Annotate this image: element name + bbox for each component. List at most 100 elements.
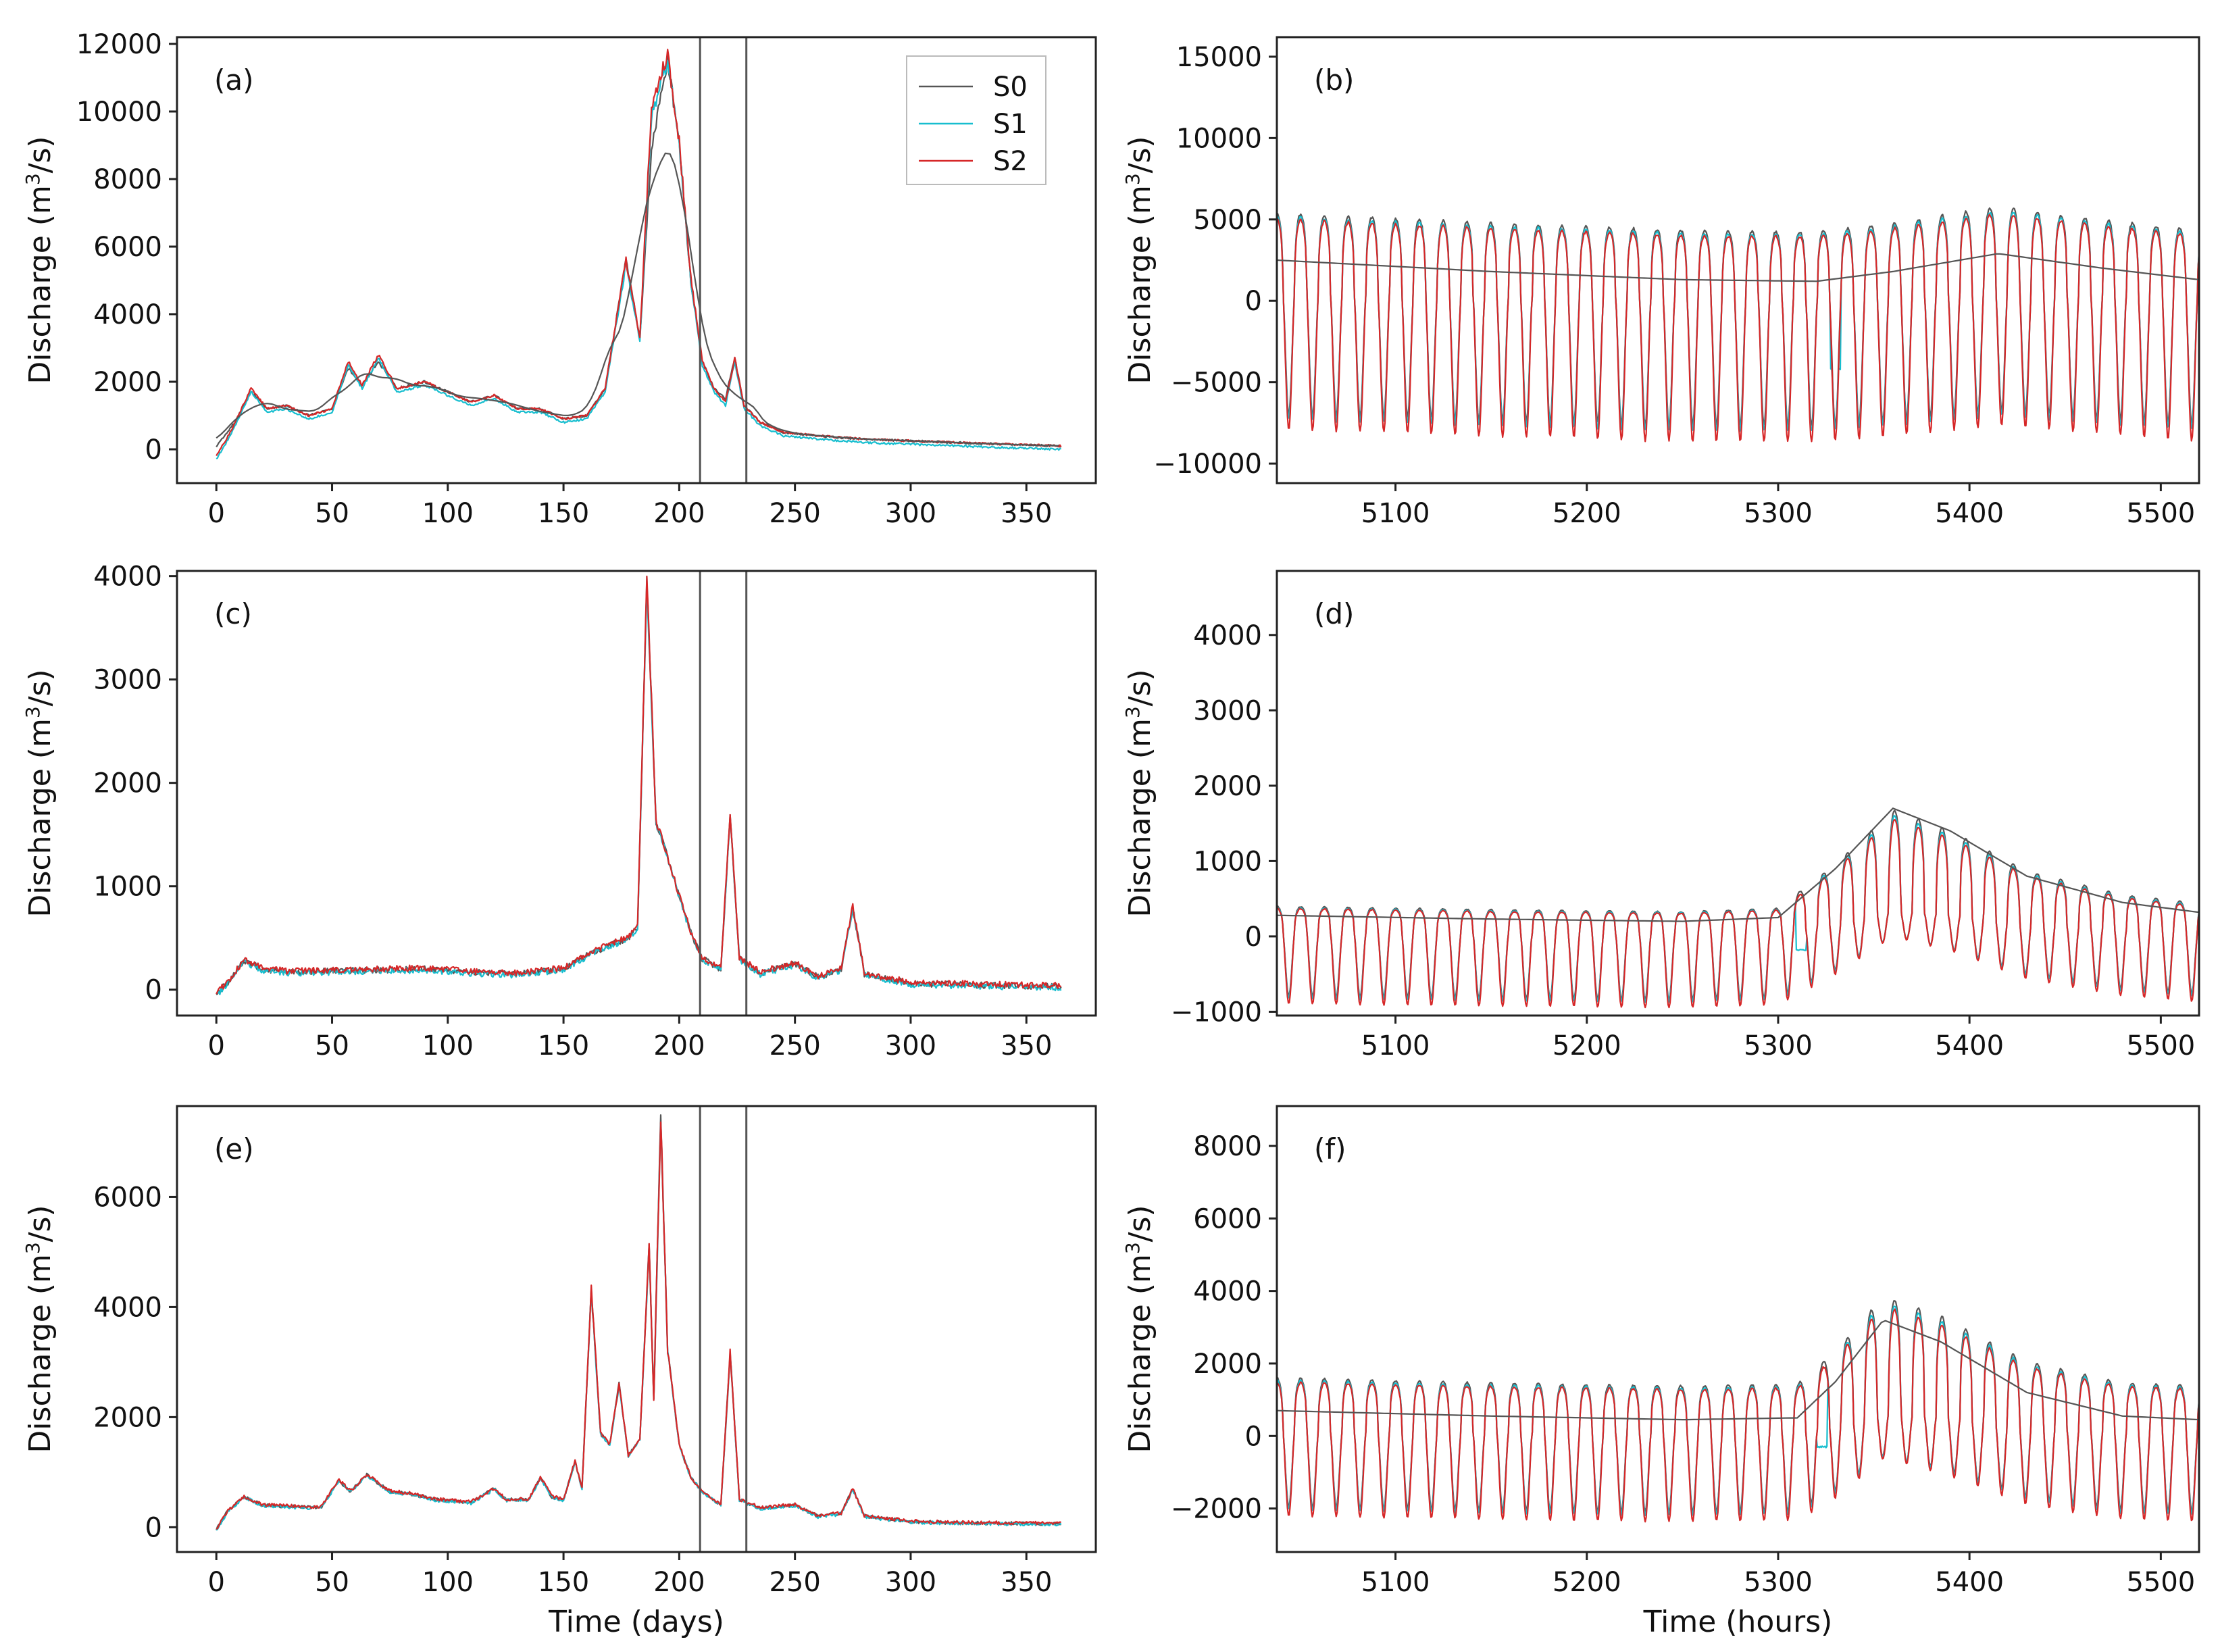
y-tick-label: −5000 xyxy=(1171,368,1262,399)
x-tick-label: 100 xyxy=(422,498,474,529)
y-axis-label: Discharge (m3/s) xyxy=(1121,1205,1157,1453)
y-tick-label: 2000 xyxy=(93,1402,162,1433)
series-group xyxy=(216,1114,1062,1531)
panel-b: 5100 5200 5300 5400 5500 −10000 −5000 0 5000 1000… xyxy=(1121,36,2200,529)
x-tick-label: 5500 xyxy=(2126,1030,2195,1061)
y-tick-label: 5000 xyxy=(1193,205,1262,236)
x-tick-label: 250 xyxy=(769,1030,820,1061)
x-tick-label: 350 xyxy=(1001,1567,1052,1598)
series-S2-line xyxy=(216,1121,1061,1530)
series-S2-line xyxy=(216,575,1062,995)
x-tick-label: 50 xyxy=(315,1030,349,1061)
series-S1-line xyxy=(216,1123,1062,1531)
series-S2-line xyxy=(1277,1308,2199,1523)
x-tick-label: 5200 xyxy=(1553,498,1621,529)
legend-box xyxy=(906,55,1046,185)
y-tick-label: 0 xyxy=(145,1512,162,1543)
x-tick-label: 5500 xyxy=(2126,498,2195,529)
x-tick-label: 200 xyxy=(653,1567,705,1598)
series-S1-line xyxy=(216,59,1061,459)
plot-frame xyxy=(176,1105,1097,1553)
series-S2-line xyxy=(1277,214,2199,443)
plot-frame xyxy=(176,570,1097,1017)
x-tick-label: 0 xyxy=(208,1030,225,1061)
x-tick-label: 350 xyxy=(1001,1030,1052,1061)
series-group xyxy=(216,49,1062,459)
mean-flow-line xyxy=(1277,1320,2199,1421)
legend-label-S0: S0 xyxy=(993,72,1028,103)
y-axis-label: Discharge (m3/s) xyxy=(22,669,57,917)
y-tick-label: 1000 xyxy=(93,872,162,903)
x-tick-label: 150 xyxy=(538,1567,589,1598)
x-tick-label: 100 xyxy=(422,1030,474,1061)
x-tick-label: 5300 xyxy=(1744,1030,1813,1061)
x-tick-label: 250 xyxy=(769,498,820,529)
y-tick-label: 6000 xyxy=(93,1182,162,1213)
x-tick-label: 300 xyxy=(885,1030,936,1061)
x-tick-label: 5200 xyxy=(1553,1030,1621,1061)
panel-label: (f) xyxy=(1314,1132,1346,1166)
y-tick-label: −2000 xyxy=(1171,1494,1262,1525)
y-tick-label: 2000 xyxy=(93,367,162,398)
x-tick-label: 50 xyxy=(315,498,349,529)
mean-flow-line xyxy=(1277,807,2199,922)
x-tick-label: 5200 xyxy=(1553,1567,1621,1598)
y-axis-label: Discharge (m3/s) xyxy=(1121,136,1157,384)
y-tick-label: 0 xyxy=(1245,922,1262,953)
panel-c: 0 50 100 150 200 250 300 350 0 1000 2000 3000 4000 Di… xyxy=(22,561,1097,1061)
x-tick-label: 5400 xyxy=(1935,1567,2004,1598)
series-S2-line xyxy=(1277,819,2199,1009)
y-tick-label: 2000 xyxy=(1193,1349,1262,1380)
series-group xyxy=(1277,807,2199,1009)
panel-label: (b) xyxy=(1314,64,1354,97)
x-tick-label: 150 xyxy=(538,498,589,529)
x-tick-label: 5500 xyxy=(2126,1567,2195,1598)
y-tick-label: 0 xyxy=(1245,1421,1262,1452)
x-tick-label: 150 xyxy=(538,1030,589,1061)
panel-label: (e) xyxy=(214,1132,254,1166)
panel-a: 0 50 100 150 200 250 300 350 0 2000 4000 6000 8000 10… xyxy=(22,29,1097,529)
plot-frame xyxy=(1276,1105,2200,1553)
y-tick-label: 1000 xyxy=(1193,846,1262,877)
y-tick-label: 10000 xyxy=(76,97,162,128)
panel-d: 5100 5200 5300 5400 5500 −1000 0 1000 2000 3000 40… xyxy=(1121,570,2200,1061)
y-tick-label: 0 xyxy=(145,434,162,466)
x-tick-label: 0 xyxy=(208,1567,225,1598)
y-tick-label: 3000 xyxy=(1193,695,1262,726)
mean-flow-line xyxy=(1277,253,2199,282)
x-axis-label: Time (hours) xyxy=(1643,1605,1833,1639)
panel-e: 0 50 100 150 200 250 300 350 0 2000 4000 6000 Discha… xyxy=(22,1105,1097,1639)
legend-label-S1: S1 xyxy=(993,109,1028,140)
series-S0-line xyxy=(216,582,1062,996)
y-tick-label: 2000 xyxy=(1193,771,1262,802)
x-tick-label: 200 xyxy=(653,1030,705,1061)
panel-label: (c) xyxy=(214,597,252,630)
x-tick-label: 100 xyxy=(422,1567,474,1598)
y-tick-label: 4000 xyxy=(1193,620,1262,651)
x-axis-label: Time (days) xyxy=(548,1605,724,1639)
legend-label-S2: S2 xyxy=(993,146,1028,177)
x-tick-label: 350 xyxy=(1001,498,1052,529)
x-tick-label: 5300 xyxy=(1744,1567,1813,1598)
series-S0-line xyxy=(216,1114,1061,1530)
y-tick-label: −10000 xyxy=(1153,449,1262,480)
x-tick-label: 5100 xyxy=(1361,498,1430,529)
y-tick-label: 3000 xyxy=(93,665,162,696)
panel-f: 5100 5200 5300 5400 5500 −2000 0 2000 4000 6000 80… xyxy=(1121,1105,2200,1639)
y-tick-label: 8000 xyxy=(1193,1131,1262,1162)
y-tick-label: 10000 xyxy=(1176,123,1262,154)
y-tick-label: 0 xyxy=(145,975,162,1006)
series-group xyxy=(216,575,1062,996)
series-group xyxy=(1277,1300,2199,1523)
y-tick-label: 15000 xyxy=(1176,42,1262,73)
y-tick-label: 12000 xyxy=(76,29,162,60)
y-tick-label: 4000 xyxy=(93,561,162,593)
panel-label: (a) xyxy=(214,64,254,97)
x-tick-label: 250 xyxy=(769,1567,820,1598)
y-axis-label: Discharge (m3/s) xyxy=(1121,669,1157,917)
legend: S0 S1 S2 xyxy=(906,55,1046,185)
trend-line xyxy=(216,152,1059,447)
y-tick-label: 6000 xyxy=(93,232,162,263)
series-S1-line xyxy=(216,576,1062,995)
